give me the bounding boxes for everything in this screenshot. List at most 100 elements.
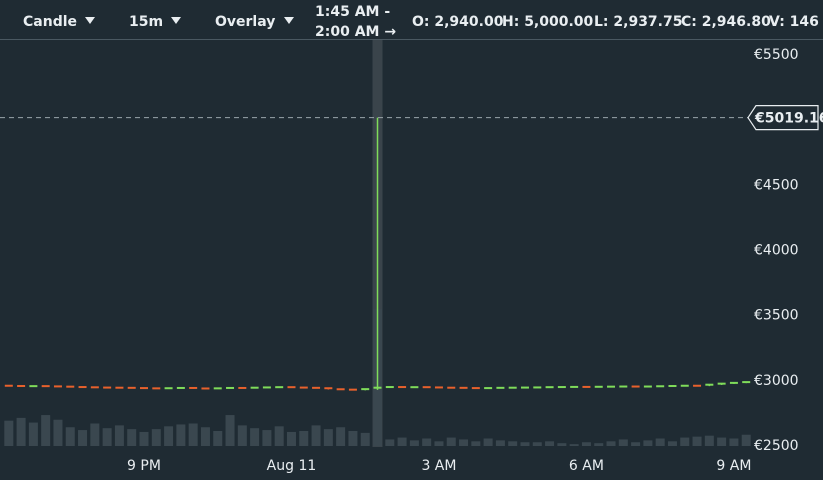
y-tick-label: €2500 bbox=[754, 438, 799, 454]
volume-bar bbox=[286, 431, 296, 446]
candle-body bbox=[262, 386, 271, 389]
volume-bar bbox=[655, 438, 665, 446]
candle-body bbox=[53, 385, 62, 388]
candle-body bbox=[226, 386, 235, 389]
candle-body bbox=[557, 386, 566, 389]
candle-body bbox=[520, 386, 529, 389]
candle-body bbox=[152, 387, 161, 390]
volume-bar bbox=[53, 419, 63, 446]
dropdown-arrow[interactable] bbox=[284, 17, 294, 24]
ohlc-low: L: 2,937.75 bbox=[594, 14, 682, 30]
candle-body bbox=[176, 386, 185, 389]
volume-bar bbox=[594, 443, 604, 446]
ohlc-open: O: 2,940.00 bbox=[412, 14, 504, 30]
interval-select[interactable]: 15m bbox=[129, 14, 163, 30]
candle-body bbox=[29, 385, 38, 388]
volume-bar bbox=[508, 441, 518, 446]
volume-bar bbox=[90, 423, 100, 446]
volume-bar bbox=[225, 415, 235, 446]
volume-bar bbox=[237, 425, 247, 446]
candle-body bbox=[115, 386, 124, 389]
volume-bar bbox=[65, 427, 75, 446]
volume-bar bbox=[557, 443, 567, 446]
volume-bar bbox=[643, 440, 653, 446]
candle-body bbox=[459, 386, 468, 389]
dropdown-arrow[interactable] bbox=[85, 17, 95, 24]
volume-bar bbox=[4, 420, 14, 446]
candle-body bbox=[434, 386, 443, 389]
volume-bar bbox=[397, 437, 407, 446]
volume-bar bbox=[459, 439, 469, 446]
volume-bar bbox=[311, 425, 321, 446]
candle-body bbox=[717, 382, 726, 385]
volume-bar bbox=[569, 444, 579, 446]
candle-body bbox=[742, 381, 751, 384]
volume-bar bbox=[581, 442, 591, 446]
ohlc-volume: V: 146 bbox=[769, 14, 819, 30]
volume-bar bbox=[422, 438, 432, 446]
candle-body bbox=[287, 386, 296, 389]
x-tick-label: 9 AM bbox=[716, 458, 751, 474]
plot: 9 PM Aug 11 3 AM 6 AM 9 AM€2500 €3000 €3500 €40… bbox=[0, 40, 823, 474]
time-range: 1:45 AM - bbox=[315, 4, 390, 20]
volume-bar bbox=[360, 432, 370, 446]
candle-body bbox=[324, 387, 333, 390]
volume-bar bbox=[717, 437, 727, 446]
volume-bar bbox=[545, 441, 555, 446]
candle-body bbox=[189, 386, 198, 389]
y-tick-label: €3000 bbox=[754, 373, 799, 389]
chart-type-select[interactable]: Candle bbox=[23, 14, 77, 30]
volume-bar bbox=[446, 437, 456, 446]
volume-bar bbox=[164, 426, 174, 446]
candle-body bbox=[90, 386, 99, 389]
volume-bar bbox=[102, 428, 112, 446]
candle-body bbox=[656, 385, 665, 388]
candle-body bbox=[496, 386, 505, 389]
ohlc-close: C: 2,946.80 bbox=[681, 14, 771, 30]
candle-body bbox=[103, 386, 112, 389]
x-tick-label: 6 AM bbox=[569, 458, 604, 474]
volume-bar bbox=[667, 441, 677, 446]
candle-body bbox=[631, 385, 640, 388]
price-marker bbox=[747, 105, 819, 131]
candle-body bbox=[238, 386, 247, 389]
candle-body bbox=[533, 386, 542, 389]
volume-bar bbox=[618, 439, 628, 446]
candle-body bbox=[447, 386, 456, 389]
candle-body bbox=[619, 385, 628, 388]
ohlc-high: H: 5,000.00 bbox=[502, 14, 594, 30]
candle-body bbox=[729, 381, 738, 384]
candle-body bbox=[385, 386, 394, 389]
volume-bar bbox=[151, 429, 161, 446]
volume-bar bbox=[299, 431, 309, 446]
candle-body bbox=[693, 384, 702, 387]
dropdown-arrow[interactable] bbox=[171, 17, 181, 24]
overlay-select[interactable]: Overlay bbox=[215, 14, 275, 30]
volume-bar bbox=[385, 439, 395, 446]
candle-body bbox=[348, 388, 357, 391]
candle-body bbox=[66, 385, 75, 388]
candle-body bbox=[361, 388, 370, 391]
volume-bar bbox=[495, 440, 505, 446]
candle-body bbox=[4, 384, 13, 387]
volume-bar bbox=[348, 431, 358, 446]
price-marker-label: €5019.16 bbox=[754, 111, 823, 127]
volume-bar bbox=[262, 430, 272, 446]
volume-bar bbox=[274, 426, 284, 446]
y-tick-label: €4000 bbox=[754, 242, 799, 258]
volume-bar bbox=[323, 429, 333, 446]
x-tick-label: 3 AM bbox=[421, 458, 456, 474]
candle-body bbox=[127, 386, 136, 389]
volume-bar bbox=[336, 427, 346, 446]
candle-body bbox=[78, 386, 87, 389]
candle-body bbox=[373, 386, 382, 389]
volume-bar bbox=[741, 434, 751, 446]
x-tick-label: 9 PM bbox=[127, 458, 161, 474]
candle-body bbox=[422, 386, 431, 389]
y-tick-label: €3500 bbox=[754, 308, 799, 324]
candle-body bbox=[668, 385, 677, 388]
candle-body bbox=[398, 386, 407, 389]
candle-body bbox=[705, 383, 714, 386]
